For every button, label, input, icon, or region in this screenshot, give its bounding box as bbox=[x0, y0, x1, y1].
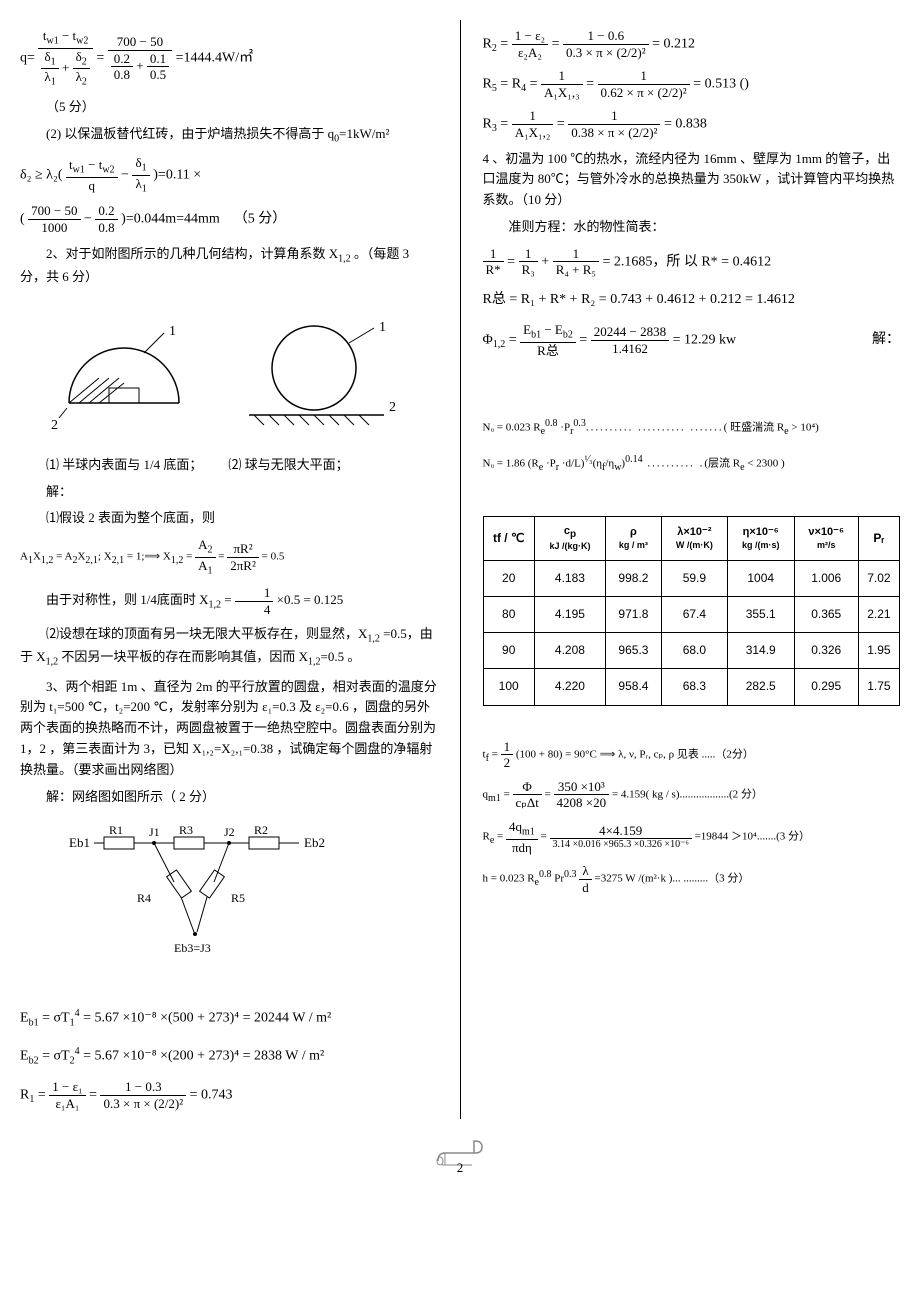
table-cell: 4.208 bbox=[534, 633, 605, 669]
geometry-figures: 1 2 1 2 bbox=[20, 303, 438, 440]
table-cell: 0.295 bbox=[794, 669, 858, 705]
table-row: 1004.220958.468.3282.50.2951.75 bbox=[483, 669, 900, 705]
table-cell: 1.006 bbox=[794, 560, 858, 596]
table-cell: 314.9 bbox=[727, 633, 794, 669]
table-header: cpkJ /(kg·K) bbox=[534, 516, 605, 560]
column-divider bbox=[460, 20, 461, 1119]
problem-3: 3、两个相距 1m 、直径为 2m 的平行放置的圆盘，相对表面的温度分别为 t₁… bbox=[20, 677, 438, 781]
table-cell: 965.3 bbox=[606, 633, 662, 669]
solution-label: 解： bbox=[20, 482, 438, 503]
table-cell: 20 bbox=[483, 560, 534, 596]
equation-delta2-result: ( 700 − 501000 − 0.20.8 )=0.044m=44mm （5… bbox=[20, 203, 438, 235]
svg-text:Eb3=J3: Eb3=J3 bbox=[174, 941, 211, 955]
table-header: ρkg / m³ bbox=[606, 516, 662, 560]
table-cell: 1.95 bbox=[858, 633, 899, 669]
table-header: tf / ℃ bbox=[483, 516, 534, 560]
svg-text:Eb1: Eb1 bbox=[69, 835, 90, 850]
svg-text:J1: J1 bbox=[149, 825, 160, 839]
svg-text:R1: R1 bbox=[109, 823, 123, 837]
equation-eb1: Eb1 = σT14 = 5.67 ×10⁻⁸ ×(500 + 273)⁴ = … bbox=[20, 1004, 438, 1033]
equation-delta2: δ₂ ≥ λ₂( tw1 − tw2 q − δ1 λ1 )=0.11 × bbox=[20, 155, 438, 195]
solution-3: 解：网络图如图所示（ 2 分） bbox=[20, 787, 438, 808]
equation-nu-laminar: Nᵤ = 1.86 (Re ·Pr ·d/L)¹⁄₃(ηf/ηw)0.14 ..… bbox=[483, 450, 901, 478]
table-cell: 68.3 bbox=[661, 669, 727, 705]
equation-rtotal: R总 = R₁ + R* + R₂ = 0.743 + 0.4612 + 0.2… bbox=[483, 286, 901, 314]
equation-re: Re = 4qm1πdη = 4×4.1593.14 ×0.016 ×965.3… bbox=[483, 819, 901, 855]
table-header: η×10⁻⁶kg /(m·s) bbox=[727, 516, 794, 560]
table-cell: 282.5 bbox=[727, 669, 794, 705]
equation-q: q= tw1 − tw2 δ1λ1 + δ2λ2 = 700 − 50 0.20… bbox=[20, 28, 438, 89]
sub-questions: ⑴ 半球内表面与 1/4 底面； ⑵ 球与无限大平面； bbox=[20, 455, 438, 476]
table-cell: 90 bbox=[483, 633, 534, 669]
table-header-row: tf / ℃ cpkJ /(kg·K) ρkg / m³ λ×10⁻²W /(m… bbox=[483, 516, 900, 560]
table-cell: 4.183 bbox=[534, 560, 605, 596]
table-cell: 80 bbox=[483, 596, 534, 632]
reference: 准则方程：水的物性简表： bbox=[483, 217, 901, 238]
equation-eb2: Eb2 = σT24 = 5.67 ×10⁻⁸ ×(200 + 273)⁴ = … bbox=[20, 1042, 438, 1071]
svg-text:1: 1 bbox=[379, 320, 386, 335]
table-cell: 7.02 bbox=[858, 560, 899, 596]
svg-text:Eb2: Eb2 bbox=[304, 835, 325, 850]
svg-text:2: 2 bbox=[51, 418, 58, 433]
equation-phi: Φ1,2 = Eb1 − Eb2R总 = 20244 − 28381.4162 … bbox=[483, 322, 901, 358]
equation-r2: R2 = 1 − ε₂ε₂A₂ = 1 − 0.60.3 × π × (2/2)… bbox=[483, 28, 901, 60]
svg-text:R5: R5 bbox=[231, 891, 245, 905]
equation-nu-turbulent: Nᵤ = 0.023 Re0.8 ·Pr0.3.......... ......… bbox=[483, 414, 901, 442]
left-column: q= tw1 − tw2 δ1λ1 + δ2λ2 = 700 − 50 0.20… bbox=[20, 20, 438, 1119]
equation-rstar: 1R* = 1R₃ + 1R₄ + R₅ = 2.1685，所 以 R* = 0… bbox=[483, 246, 901, 278]
table-cell: 958.4 bbox=[606, 669, 662, 705]
table-cell: 1004 bbox=[727, 560, 794, 596]
equation-r5-r4: R5 = R4 = 1A₁X₁,₃ = 10.62 × π × (2/2)² =… bbox=[483, 68, 901, 100]
table-cell: 971.8 bbox=[606, 596, 662, 632]
page-number: 2 bbox=[20, 1139, 900, 1179]
table-cell: 59.9 bbox=[661, 560, 727, 596]
table-header: λ×10⁻²W /(m·K) bbox=[661, 516, 727, 560]
equation-qm1: qm1 = ΦcₚΔt = 350 ×10³4208 ×20 = 4.159( … bbox=[483, 779, 901, 811]
table-cell: 4.220 bbox=[534, 669, 605, 705]
right-column: R2 = 1 − ε₂ε₂A₂ = 1 − 0.60.3 × π × (2/2)… bbox=[483, 20, 901, 1119]
table-cell: 0.365 bbox=[794, 596, 858, 632]
equation-x12-a: A1X1,2 = A2X2,1; X2,1 = 1;⟹ X1,2 = A2A1 … bbox=[20, 537, 438, 577]
svg-text:2: 2 bbox=[389, 400, 396, 415]
solution-1: ⑴假设 2 表面为整个底面，则 bbox=[20, 508, 438, 529]
table-cell: 0.326 bbox=[794, 633, 858, 669]
table-header: ν×10⁻⁶m²/s bbox=[794, 516, 858, 560]
table-row: 204.183998.259.910041.0067.02 bbox=[483, 560, 900, 596]
table-cell: 998.2 bbox=[606, 560, 662, 596]
equation-r3: R3 = 1A₁X₁,₂ = 10.38 × π × (2/2)² = 0.83… bbox=[483, 108, 901, 140]
problem-2-angle: 2、对于如附图所示的几种几何结构，计算角系数 X1,2 。（每题 3 分，共 6… bbox=[20, 244, 438, 288]
table-row: 804.195971.867.4355.10.3652.21 bbox=[483, 596, 900, 632]
table-cell: 67.4 bbox=[661, 596, 727, 632]
solution-2: ⑵设想在球的顶面有另一块无限大平板存在，则显然，X1,2 =0.5，由于 X1,… bbox=[20, 624, 438, 671]
water-properties-table: tf / ℃ cpkJ /(kg·K) ρkg / m³ λ×10⁻²W /(m… bbox=[483, 516, 901, 706]
solution-1b: 由于对称性，则 1/4底面时 X1,2 = 14 ×0.5 = 0.125 bbox=[20, 585, 438, 617]
equation-r1: R1 = 1 − ε₁ε₁A₁ = 1 − 0.30.3 × π × (2/2)… bbox=[20, 1079, 438, 1111]
problem-2: (2) 以保温板替代红砖，由于炉墙热损失不得高于 q0=1kW/m² bbox=[20, 124, 438, 148]
table-cell: 68.0 bbox=[661, 633, 727, 669]
table-header: Pᵣ bbox=[858, 516, 899, 560]
svg-text:1: 1 bbox=[169, 324, 176, 339]
table-cell: 1.75 bbox=[858, 669, 899, 705]
score-1: （5 分） bbox=[20, 97, 438, 118]
table-cell: 4.195 bbox=[534, 596, 605, 632]
table-cell: 100 bbox=[483, 669, 534, 705]
svg-text:R3: R3 bbox=[179, 823, 193, 837]
svg-text:R2: R2 bbox=[254, 823, 268, 837]
svg-text:R4: R4 bbox=[137, 891, 151, 905]
table-cell: 2.21 bbox=[858, 596, 899, 632]
table-row: 904.208965.368.0314.90.3261.95 bbox=[483, 633, 900, 669]
equation-tf: tf = 12 (100 + 80) = 90°C ⟹ λ, ν, Pᵣ, cₚ… bbox=[483, 739, 901, 771]
svg-text:J2: J2 bbox=[224, 825, 235, 839]
table-cell: 355.1 bbox=[727, 596, 794, 632]
problem-4: 4 、初温为 100 ℃的热水，流经内径为 16mm 、壁厚为 1mm 的管子，… bbox=[483, 149, 901, 211]
network-diagram: Eb1 R1 J1 R3 J2 R2 Eb2 bbox=[20, 822, 438, 989]
equation-h: h = 0.023 Re0.8 Pr0.3 λd =3275 W /(m²·k … bbox=[483, 863, 901, 895]
